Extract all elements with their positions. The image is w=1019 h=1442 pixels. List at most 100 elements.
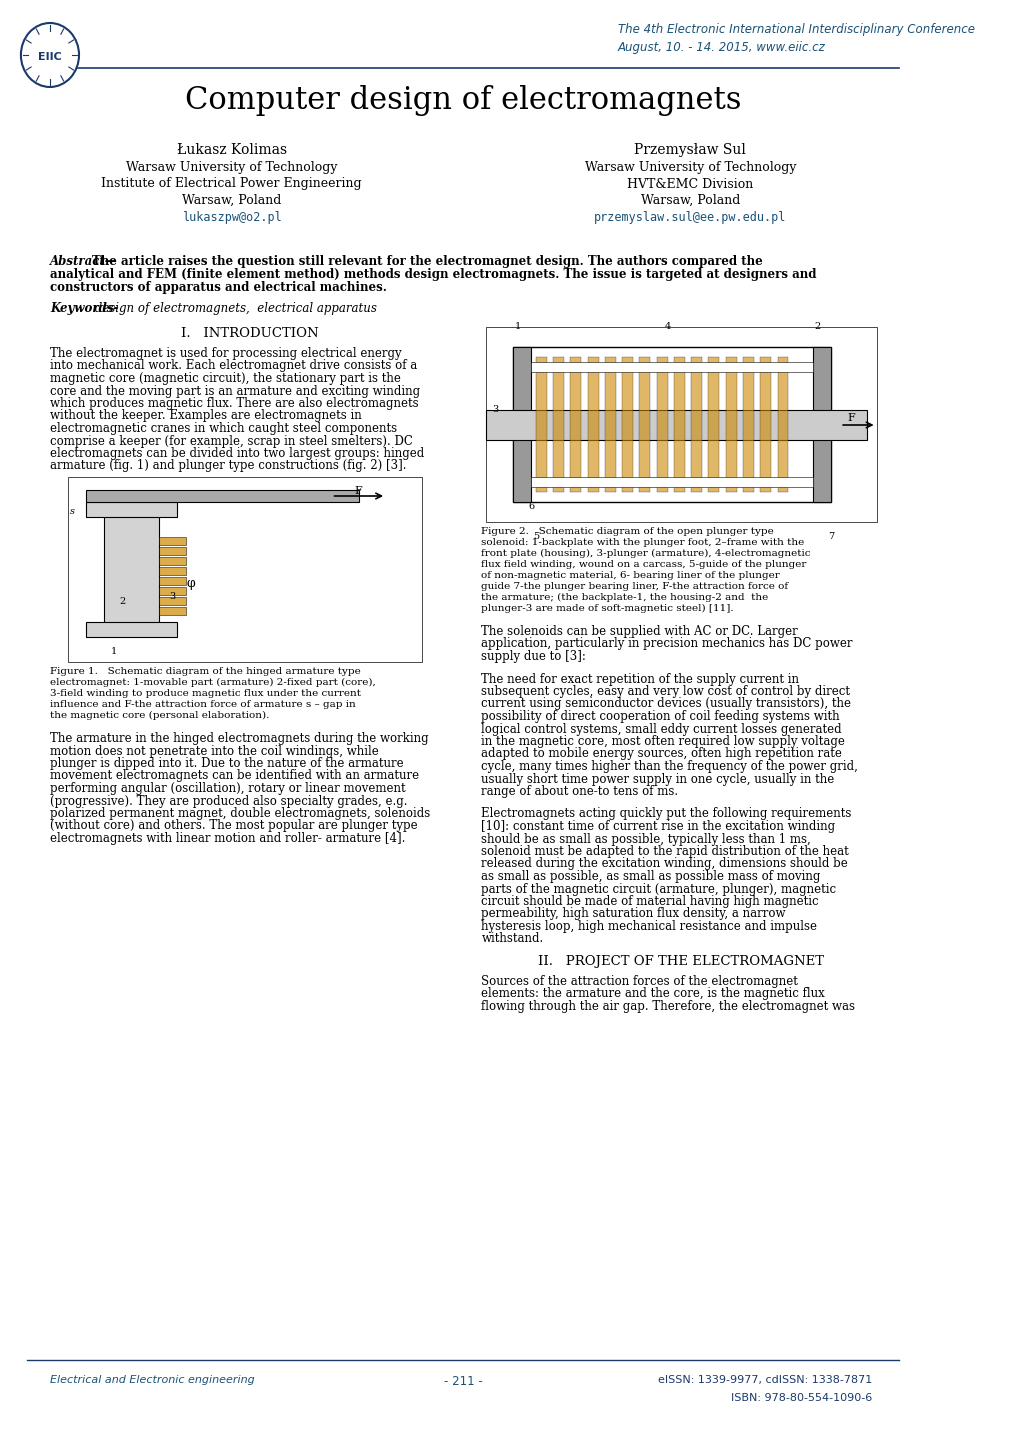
Text: electromagnet: 1-movable part (armature) 2-fixed part (core),: electromagnet: 1-movable part (armature)…	[50, 678, 375, 688]
Bar	[604, 358, 615, 492]
Text: armature (fig. 1) and plunger type constructions (fig. 2) [3].: armature (fig. 1) and plunger type const…	[50, 460, 406, 473]
Text: 1: 1	[110, 647, 116, 656]
Bar	[742, 358, 753, 492]
Text: Przemysław Sul: Przemysław Sul	[634, 143, 746, 157]
Bar	[708, 358, 718, 492]
Text: which produces magnetic flux. There are also electromagnets: which produces magnetic flux. There are …	[50, 397, 418, 410]
Text: I.   INTRODUCTION: I. INTRODUCTION	[180, 327, 318, 340]
Bar	[812, 348, 830, 502]
Text: Warsaw University of Technology: Warsaw University of Technology	[125, 162, 337, 174]
Text: - 211 -: - 211 -	[443, 1376, 482, 1389]
Text: The electromagnet is used for processing electrical energy: The electromagnet is used for processing…	[50, 348, 401, 360]
Bar	[513, 348, 830, 502]
Text: Electromagnets acting quickly put the following requirements: Electromagnets acting quickly put the fo…	[481, 808, 851, 820]
Text: plunger is dipped into it. Due to the nature of the armature: plunger is dipped into it. Due to the na…	[50, 757, 404, 770]
Text: cycle, many times higher than the frequency of the power grid,: cycle, many times higher than the freque…	[481, 760, 857, 773]
Text: EIIC: EIIC	[38, 52, 62, 62]
Bar	[587, 358, 598, 492]
Text: The solenoids can be supplied with AC or DC. Larger: The solenoids can be supplied with AC or…	[481, 624, 798, 637]
Text: influence and F-the attraction force of armature s – gap in: influence and F-the attraction force of …	[50, 699, 356, 709]
Text: Warsaw University of Technology: Warsaw University of Technology	[584, 162, 795, 174]
Text: Warsaw, Poland: Warsaw, Poland	[181, 193, 281, 206]
Text: electromagnets with linear motion and roller- armature [4].: electromagnets with linear motion and ro…	[50, 832, 405, 845]
Bar	[531, 477, 812, 487]
Text: 3: 3	[491, 405, 497, 414]
Text: The article raises the question still relevant for the electromagnet design. The: The article raises the question still re…	[92, 255, 761, 268]
Text: 7: 7	[827, 532, 834, 541]
Text: core and the moving part is an armature and exciting winding: core and the moving part is an armature …	[50, 385, 420, 398]
Text: in the magnetic core, most often required low supply voltage: in the magnetic core, most often require…	[481, 735, 845, 748]
Bar	[776, 358, 788, 492]
Text: eISSN: 1339-9977, cdISSN: 1338-7871: eISSN: 1339-9977, cdISSN: 1338-7871	[657, 1376, 871, 1384]
Text: analytical and FEM (finite element method) methods design electromagnets. The is: analytical and FEM (finite element metho…	[50, 268, 815, 281]
Text: Warsaw, Poland: Warsaw, Poland	[640, 193, 740, 206]
Text: should be as small as possible, typically less than 1 ms,: should be as small as possible, typicall…	[481, 832, 810, 845]
Text: as small as possible, as small as possible mass of moving: as small as possible, as small as possib…	[481, 870, 820, 883]
Text: II.   PROJECT OF THE ELECTROMAGNET: II. PROJECT OF THE ELECTROMAGNET	[538, 955, 823, 968]
Text: przemyslaw.sul@ee.pw.edu.pl: przemyslaw.sul@ee.pw.edu.pl	[593, 212, 786, 225]
Text: Sources of the attraction forces of the electromagnet: Sources of the attraction forces of the …	[481, 975, 798, 988]
Text: (progressive). They are produced also specialty grades, e.g.: (progressive). They are produced also sp…	[50, 795, 407, 808]
Text: elements: the armature and the core, is the magnetic flux: elements: the armature and the core, is …	[481, 988, 824, 1001]
Bar	[674, 358, 684, 492]
Text: F: F	[847, 412, 854, 423]
Bar	[159, 536, 186, 545]
Text: φ: φ	[186, 577, 195, 590]
Text: The need for exact repetition of the supply current in: The need for exact repetition of the sup…	[481, 672, 799, 685]
Bar	[759, 358, 770, 492]
Bar	[159, 607, 186, 614]
Bar	[531, 362, 812, 372]
Text: Figure 1.   Schematic diagram of the hinged armature type: Figure 1. Schematic diagram of the hinge…	[50, 668, 361, 676]
Bar	[159, 547, 186, 555]
Text: Keywords-: Keywords-	[50, 301, 118, 314]
Text: parts of the magnetic circuit (armature, plunger), magnetic: parts of the magnetic circuit (armature,…	[481, 883, 836, 895]
Text: Computer design of electromagnets: Computer design of electromagnets	[184, 85, 741, 115]
Text: logical control systems, small eddy current losses generated: logical control systems, small eddy curr…	[481, 722, 842, 735]
Text: supply due to [3]:: supply due to [3]:	[481, 650, 586, 663]
Text: application, particularly in precision mechanics has DC power: application, particularly in precision m…	[481, 637, 852, 650]
Text: flowing through the air gap. Therefore, the electromagnet was: flowing through the air gap. Therefore, …	[481, 999, 855, 1012]
Bar	[87, 622, 177, 637]
Text: The armature in the hinged electromagnets during the working: The armature in the hinged electromagnet…	[50, 733, 428, 746]
Text: HVT&EMC Division: HVT&EMC Division	[627, 177, 753, 190]
Bar	[535, 358, 546, 492]
Text: (without core) and others. The most popular are plunger type: (without core) and others. The most popu…	[50, 819, 417, 832]
Text: Institute of Electrical Power Engineering: Institute of Electrical Power Engineerin…	[101, 177, 362, 190]
Text: 3: 3	[169, 593, 175, 601]
Text: Figure 2.   Schematic diagram of the open plunger type: Figure 2. Schematic diagram of the open …	[481, 526, 773, 536]
Bar	[159, 587, 186, 596]
Text: comprise a keeper (for example, scrap in steel smelters). DC: comprise a keeper (for example, scrap in…	[50, 434, 413, 447]
Text: ISBN: 978-80-554-1090-6: ISBN: 978-80-554-1090-6	[730, 1393, 871, 1403]
Bar	[726, 358, 736, 492]
Bar	[68, 477, 422, 662]
Text: usually short time power supply in one cycle, usually in the: usually short time power supply in one c…	[481, 773, 834, 786]
Text: flux field winding, wound on a carcass, 5-guide of the plunger: flux field winding, wound on a carcass, …	[481, 559, 806, 570]
Bar	[552, 358, 564, 492]
Bar	[513, 348, 531, 502]
Text: of non-magnetic material, 6- bearing liner of the plunger: of non-magnetic material, 6- bearing lin…	[481, 571, 780, 580]
Text: lukaszpw@o2.pl: lukaszpw@o2.pl	[181, 212, 281, 225]
Bar	[622, 358, 633, 492]
Circle shape	[29, 30, 71, 79]
Bar	[485, 410, 866, 440]
Text: released during the excitation winding, dimensions should be: released during the excitation winding, …	[481, 858, 848, 871]
Text: s: s	[70, 508, 75, 516]
Bar	[159, 557, 186, 565]
Bar	[87, 490, 359, 502]
Text: withstand.: withstand.	[481, 933, 543, 946]
Text: without the keeper. Examples are electromagnets in: without the keeper. Examples are electro…	[50, 410, 362, 423]
Text: Electrical and Electronic engineering: Electrical and Electronic engineering	[50, 1376, 255, 1384]
Text: 5: 5	[532, 532, 538, 541]
Text: Abstract—: Abstract—	[50, 255, 117, 268]
Bar	[639, 358, 650, 492]
Text: electromagnets can be divided into two largest groups: hinged: electromagnets can be divided into two l…	[50, 447, 424, 460]
Text: [10]: constant time of current rise in the excitation winding: [10]: constant time of current rise in t…	[481, 820, 835, 833]
Text: plunger-3 are made of soft-magnetic steel) [11].: plunger-3 are made of soft-magnetic stee…	[481, 604, 734, 613]
Text: 3-field winding to produce magnetic flux under the current: 3-field winding to produce magnetic flux…	[50, 689, 361, 698]
Bar	[691, 358, 701, 492]
Text: subsequent cycles, easy and very low cost of control by direct: subsequent cycles, easy and very low cos…	[481, 685, 850, 698]
Text: constructors of apparatus and electrical machines.: constructors of apparatus and electrical…	[50, 281, 386, 294]
Bar	[485, 327, 875, 522]
Text: design of electromagnets,  electrical apparatus: design of electromagnets, electrical app…	[91, 301, 376, 314]
Text: front plate (housing), 3-plunger (armature), 4-electromagnetic: front plate (housing), 3-plunger (armatu…	[481, 549, 810, 558]
